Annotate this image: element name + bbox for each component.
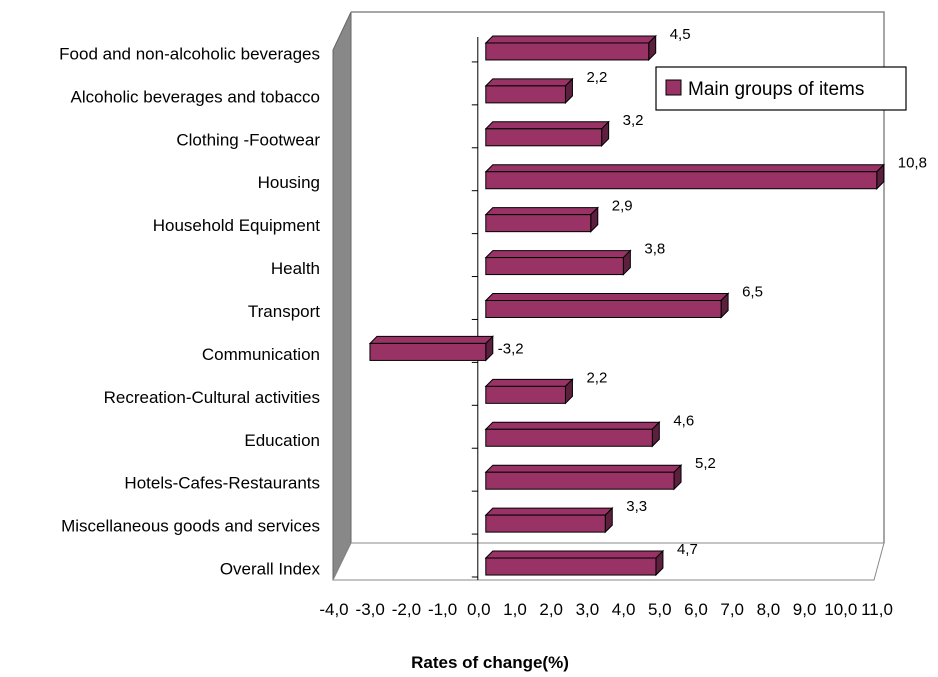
category-label: Alcoholic beverages and tobacco xyxy=(71,87,321,106)
legend-swatch xyxy=(665,79,682,96)
category-label: Miscellaneous goods and services xyxy=(61,517,320,536)
bars xyxy=(368,34,885,577)
bar-top-face xyxy=(484,378,574,387)
category-label: Housing xyxy=(258,173,320,192)
bar-top-face xyxy=(484,121,610,130)
bar-front-face xyxy=(485,300,722,318)
bar xyxy=(484,77,574,105)
category-label: Communication xyxy=(202,345,320,364)
x-tick-label: 1,0 xyxy=(503,600,527,619)
bar-top-face xyxy=(484,293,730,301)
bar-top-face xyxy=(484,507,614,516)
bar-front-face xyxy=(485,557,657,576)
data-label: 2,2 xyxy=(586,369,607,386)
category-label: Clothing -Footwear xyxy=(176,130,320,149)
legend-label: Main groups of items xyxy=(688,79,864,100)
bar xyxy=(484,292,730,319)
data-label: 3,3 xyxy=(626,498,647,515)
bar xyxy=(484,34,657,62)
category-label: Health xyxy=(271,259,320,278)
bar xyxy=(484,120,610,148)
bar-front-face xyxy=(485,385,566,404)
x-tick-label: 10,0 xyxy=(824,600,857,619)
category-ticks xyxy=(471,61,478,578)
category-label: Recreation-Cultural activities xyxy=(104,388,320,407)
bar-top-face xyxy=(484,164,885,173)
x-tick-label: -3,0 xyxy=(356,600,385,619)
bar xyxy=(368,335,495,362)
x-tick-label: -1,0 xyxy=(428,600,457,619)
data-label: 4,6 xyxy=(673,412,694,429)
bar xyxy=(484,463,683,491)
category-label: Hotels-Cafes-Restaurants xyxy=(124,474,320,493)
x-tick-label: 3,0 xyxy=(576,600,600,619)
side-wall xyxy=(332,11,352,581)
bar-top-face xyxy=(484,421,661,430)
legend-box xyxy=(655,66,907,111)
data-labels: 4,5 2,2 3,2 10,8 2,9 3,8 6,5 -3,2 2,2 4,6 5,2 3,3 4,… xyxy=(498,26,927,558)
category-label: Household Equipment xyxy=(153,216,321,235)
bar-front-face xyxy=(485,257,624,276)
x-axis-ticks: -4,0 -3,0 -2,0 -1,0 0,0 1,0 2,0 3,0 4,0 5,0 6,0 7,0… xyxy=(319,600,893,619)
bar-top-face xyxy=(368,335,495,344)
data-label: 5,2 xyxy=(695,455,716,472)
bar-front-face xyxy=(485,514,606,533)
x-tick-label: 0,0 xyxy=(467,600,491,619)
data-label: 6,5 xyxy=(742,284,763,301)
bar-top-face xyxy=(484,207,599,216)
bar-front-face xyxy=(485,471,675,490)
x-tick-label: -2,0 xyxy=(392,600,421,619)
data-label: 2,2 xyxy=(586,69,607,86)
legend: Main groups of items xyxy=(655,66,907,111)
bar xyxy=(484,206,599,233)
bar xyxy=(484,163,885,190)
bar-top-face xyxy=(484,35,657,44)
data-label: -3,2 xyxy=(498,340,524,357)
data-label: 4,7 xyxy=(677,541,698,558)
data-label: 3,2 xyxy=(623,112,644,129)
bar-top-face xyxy=(484,250,632,259)
x-axis-title: Rates of change(%) xyxy=(411,653,569,672)
bar xyxy=(484,421,661,448)
data-label: 4,5 xyxy=(670,26,691,43)
x-tick-label: -4,0 xyxy=(319,600,348,619)
x-tick-label: 6,0 xyxy=(684,600,708,619)
category-label: Food and non-alcoholic beverages xyxy=(59,44,320,63)
bar-top-face xyxy=(484,464,683,473)
x-tick-label: 9,0 xyxy=(793,600,817,619)
bar-front-face xyxy=(485,428,653,447)
x-tick-label: 2,0 xyxy=(539,600,563,619)
x-tick-label: 4,0 xyxy=(612,600,636,619)
x-tick-label: 7,0 xyxy=(720,600,744,619)
back-wall xyxy=(351,11,885,543)
category-labels: Food and non-alcoholic beverages Alcoholi… xyxy=(59,44,320,578)
bar-front-face xyxy=(369,342,487,361)
bar-top-face xyxy=(484,78,574,87)
bar-front-face xyxy=(485,128,603,147)
bar xyxy=(484,549,665,577)
bar-front-face xyxy=(485,214,592,233)
x-tick-label: 8,0 xyxy=(757,600,781,619)
data-label: 2,9 xyxy=(612,198,633,215)
x-tick-label: 5,0 xyxy=(648,600,672,619)
bar-top-face xyxy=(484,550,665,559)
bar-front-face xyxy=(485,171,878,190)
x-tick-label: 11,0 xyxy=(861,600,893,619)
data-label: 3,8 xyxy=(644,241,665,258)
data-label: 10,8 xyxy=(898,155,927,172)
bar xyxy=(484,249,632,276)
bar xyxy=(484,506,614,534)
plot-frame xyxy=(332,11,885,581)
category-label: Transport xyxy=(248,302,320,321)
category-label: Education xyxy=(244,431,320,450)
bar xyxy=(484,378,574,405)
bar-front-face xyxy=(485,85,566,104)
bar-front-face xyxy=(485,42,650,61)
category-label: Overall Index xyxy=(220,560,321,579)
